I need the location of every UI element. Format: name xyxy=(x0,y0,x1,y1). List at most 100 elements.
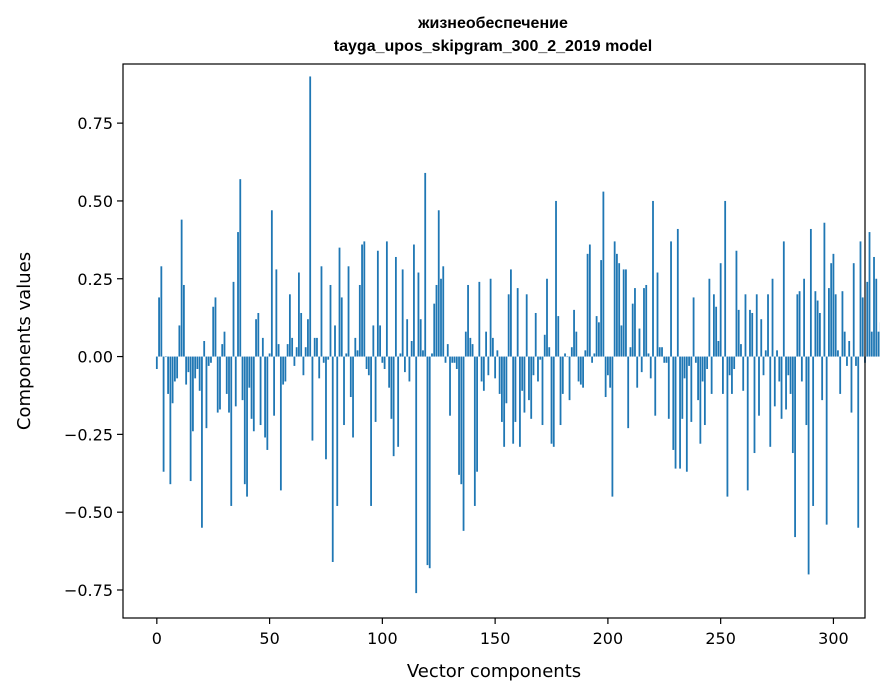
y-tick-label: 0.00 xyxy=(77,348,113,367)
bar-192 xyxy=(589,245,591,357)
bar-220 xyxy=(652,201,654,357)
bar-275 xyxy=(776,350,778,356)
bar-49 xyxy=(266,357,268,450)
bar-86 xyxy=(350,357,352,397)
bar-80 xyxy=(336,357,338,506)
bar-58 xyxy=(287,344,289,356)
bar-235 xyxy=(686,357,688,472)
bar-222 xyxy=(657,273,659,357)
bar-286 xyxy=(801,357,803,382)
bar-145 xyxy=(483,357,485,391)
bar-190 xyxy=(584,350,586,356)
bar-296 xyxy=(824,223,826,357)
bar-271 xyxy=(767,294,769,356)
bar-231 xyxy=(677,229,679,357)
bar-27 xyxy=(217,357,219,413)
bar-113 xyxy=(411,341,413,357)
bar-276 xyxy=(778,357,780,382)
x-tick-label: 200 xyxy=(593,629,624,648)
bar-15 xyxy=(190,357,192,481)
bar-97 xyxy=(375,357,377,422)
bar-223 xyxy=(659,347,661,356)
bar-319 xyxy=(875,279,877,357)
bar-217 xyxy=(645,285,647,357)
bar-65 xyxy=(303,357,305,376)
bar-26 xyxy=(215,297,217,356)
bar-22 xyxy=(206,357,208,429)
bar-5 xyxy=(167,357,169,394)
bar-100 xyxy=(381,357,383,363)
bar-186 xyxy=(575,332,577,357)
bar-9 xyxy=(176,357,178,379)
bar-144 xyxy=(481,357,483,382)
bar-203 xyxy=(614,241,616,356)
bar-233 xyxy=(681,357,683,419)
bar-107 xyxy=(397,357,399,447)
bar-311 xyxy=(857,357,859,528)
bar-78 xyxy=(332,357,334,562)
bar-316 xyxy=(869,232,871,356)
bar-213 xyxy=(636,357,638,388)
bar-290 xyxy=(810,229,812,357)
bar-250 xyxy=(720,263,722,356)
bar-82 xyxy=(341,297,343,356)
bar-85 xyxy=(348,266,350,356)
bar-13 xyxy=(185,357,187,385)
bar-99 xyxy=(379,325,381,356)
bar-293 xyxy=(817,301,819,357)
bar-83 xyxy=(343,357,345,425)
bar-120 xyxy=(427,357,429,566)
bar-50 xyxy=(269,353,271,356)
bar-255 xyxy=(731,357,733,394)
bar-189 xyxy=(582,357,584,388)
bar-53 xyxy=(275,269,277,356)
bar-25 xyxy=(212,307,214,357)
bar-246 xyxy=(711,357,713,394)
bar-211 xyxy=(632,304,634,357)
bar-202 xyxy=(612,357,614,497)
bar-137 xyxy=(465,332,467,357)
bar-114 xyxy=(413,245,415,357)
bar-60 xyxy=(291,338,293,357)
bar-304 xyxy=(842,291,844,356)
bar-17 xyxy=(194,357,196,379)
bar-273 xyxy=(772,279,774,357)
bar-200 xyxy=(607,357,609,376)
bar-95 xyxy=(370,357,372,506)
bar-318 xyxy=(873,257,875,357)
bar-199 xyxy=(605,357,607,397)
bar-111 xyxy=(406,319,408,356)
bar-56 xyxy=(282,357,284,385)
bar-239 xyxy=(695,357,697,363)
bar-292 xyxy=(814,291,816,356)
bar-252 xyxy=(724,201,726,357)
bar-266 xyxy=(756,294,758,356)
bar-288 xyxy=(805,357,807,425)
bar-29 xyxy=(221,344,223,356)
bar-148 xyxy=(490,279,492,357)
bar-62 xyxy=(296,347,298,356)
bar-122 xyxy=(431,353,433,356)
bar-7 xyxy=(172,357,174,404)
bar-245 xyxy=(708,279,710,357)
bar-216 xyxy=(643,288,645,356)
bar-262 xyxy=(747,357,749,491)
bar-206 xyxy=(621,325,623,356)
bar-37 xyxy=(239,179,241,356)
x-axis-ticks: 0 50 100 150 200 250 300 xyxy=(152,618,849,648)
bar-121 xyxy=(429,357,431,569)
bar-38 xyxy=(242,357,244,401)
bar-285 xyxy=(799,291,801,356)
bar-74 xyxy=(323,357,325,363)
bar-81 xyxy=(339,248,341,357)
bar-219 xyxy=(650,357,652,379)
bar-131 xyxy=(451,357,453,363)
bar-2 xyxy=(160,266,162,356)
bar-279 xyxy=(785,357,787,410)
bar-300 xyxy=(833,254,835,357)
bar-305 xyxy=(844,332,846,357)
bar-35 xyxy=(235,357,237,407)
bar-207 xyxy=(623,269,625,356)
bar-181 xyxy=(564,353,566,356)
bar-240 xyxy=(697,357,699,401)
